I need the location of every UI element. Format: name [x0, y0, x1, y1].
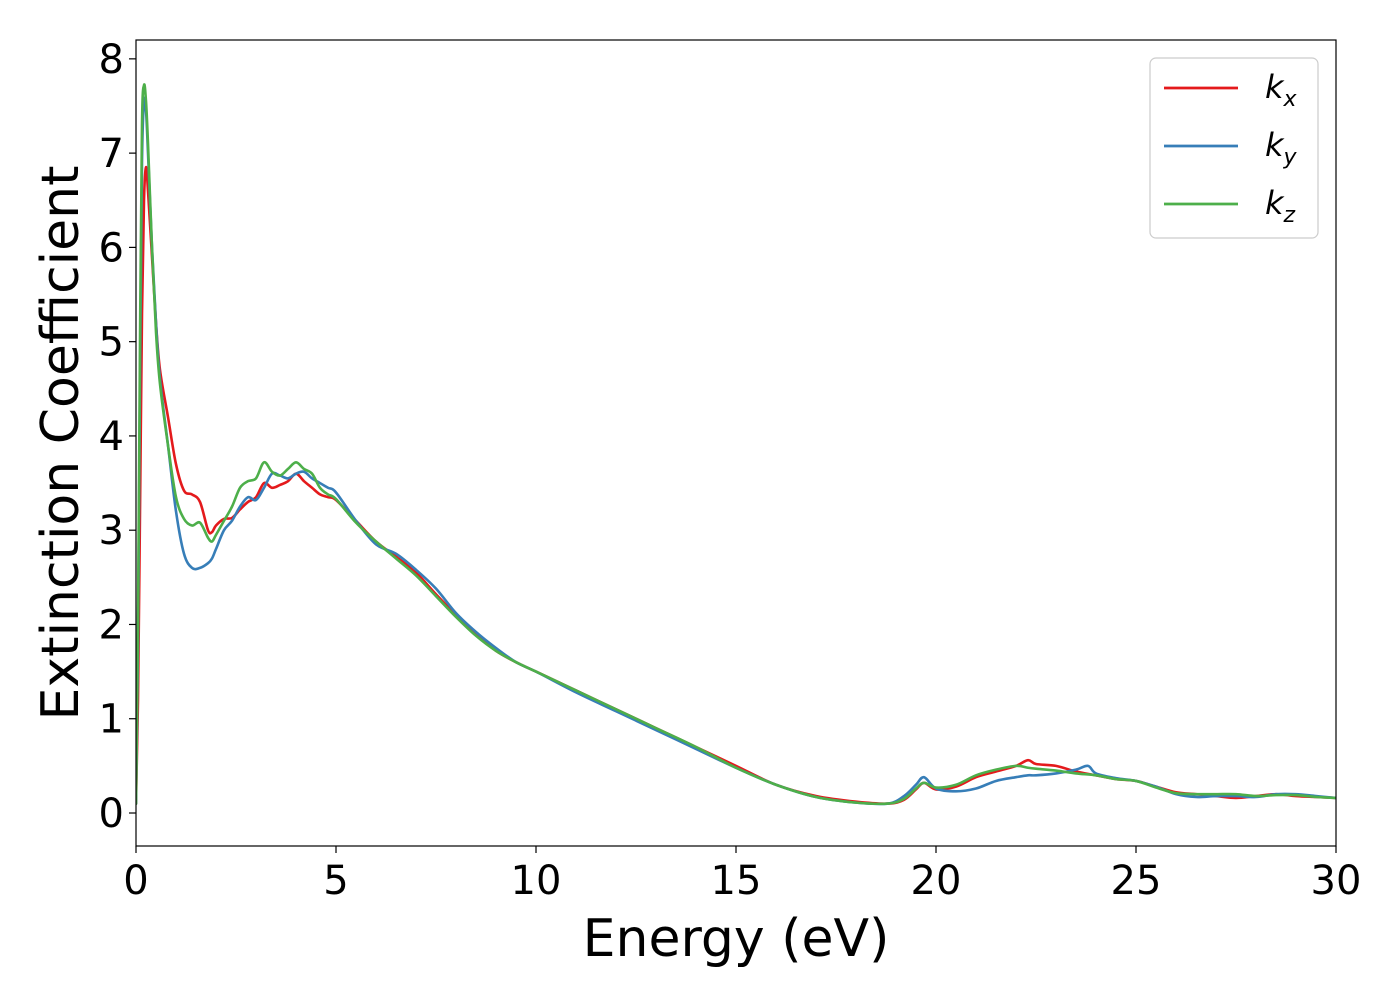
series-line-kz	[136, 83, 1336, 806]
x-axis-ticks: 0 5 10 15 20 25 30	[123, 846, 1361, 904]
x-tick-label: 10	[511, 858, 562, 904]
legend-label-kx: kx	[1265, 68, 1298, 112]
y-axis-title: Extinction Coefficient	[31, 166, 91, 721]
y-tick-label: 8	[99, 37, 124, 83]
x-tick-label: 0	[123, 858, 148, 904]
y-tick-label: 7	[99, 131, 124, 177]
y-axis-ticks: 0 1 2 3 4 5 6 7 8	[99, 37, 136, 837]
y-tick-label: 0	[99, 791, 124, 837]
x-tick-label: 25	[1111, 858, 1162, 904]
y-tick-label: 3	[99, 508, 124, 554]
legend-label-ky: ky	[1265, 126, 1298, 170]
y-tick-label: 2	[99, 602, 124, 648]
x-tick-label: 15	[711, 858, 762, 904]
y-tick-label: 6	[99, 225, 124, 271]
x-tick-label: 5	[323, 858, 348, 904]
y-tick-label: 4	[99, 414, 124, 460]
series-line-kx	[136, 165, 1336, 805]
series-layer	[136, 83, 1336, 806]
x-tick-label: 20	[911, 858, 962, 904]
x-tick-label: 30	[1311, 858, 1362, 904]
y-tick-label: 5	[99, 320, 124, 366]
legend-label-kz: kz	[1265, 184, 1296, 228]
y-tick-label: 1	[99, 697, 124, 743]
legend-box	[1149, 57, 1319, 239]
legend: kx ky kz	[1149, 57, 1319, 239]
series-line-ky	[136, 96, 1336, 806]
x-axis-title: Energy (eV)	[583, 909, 890, 969]
